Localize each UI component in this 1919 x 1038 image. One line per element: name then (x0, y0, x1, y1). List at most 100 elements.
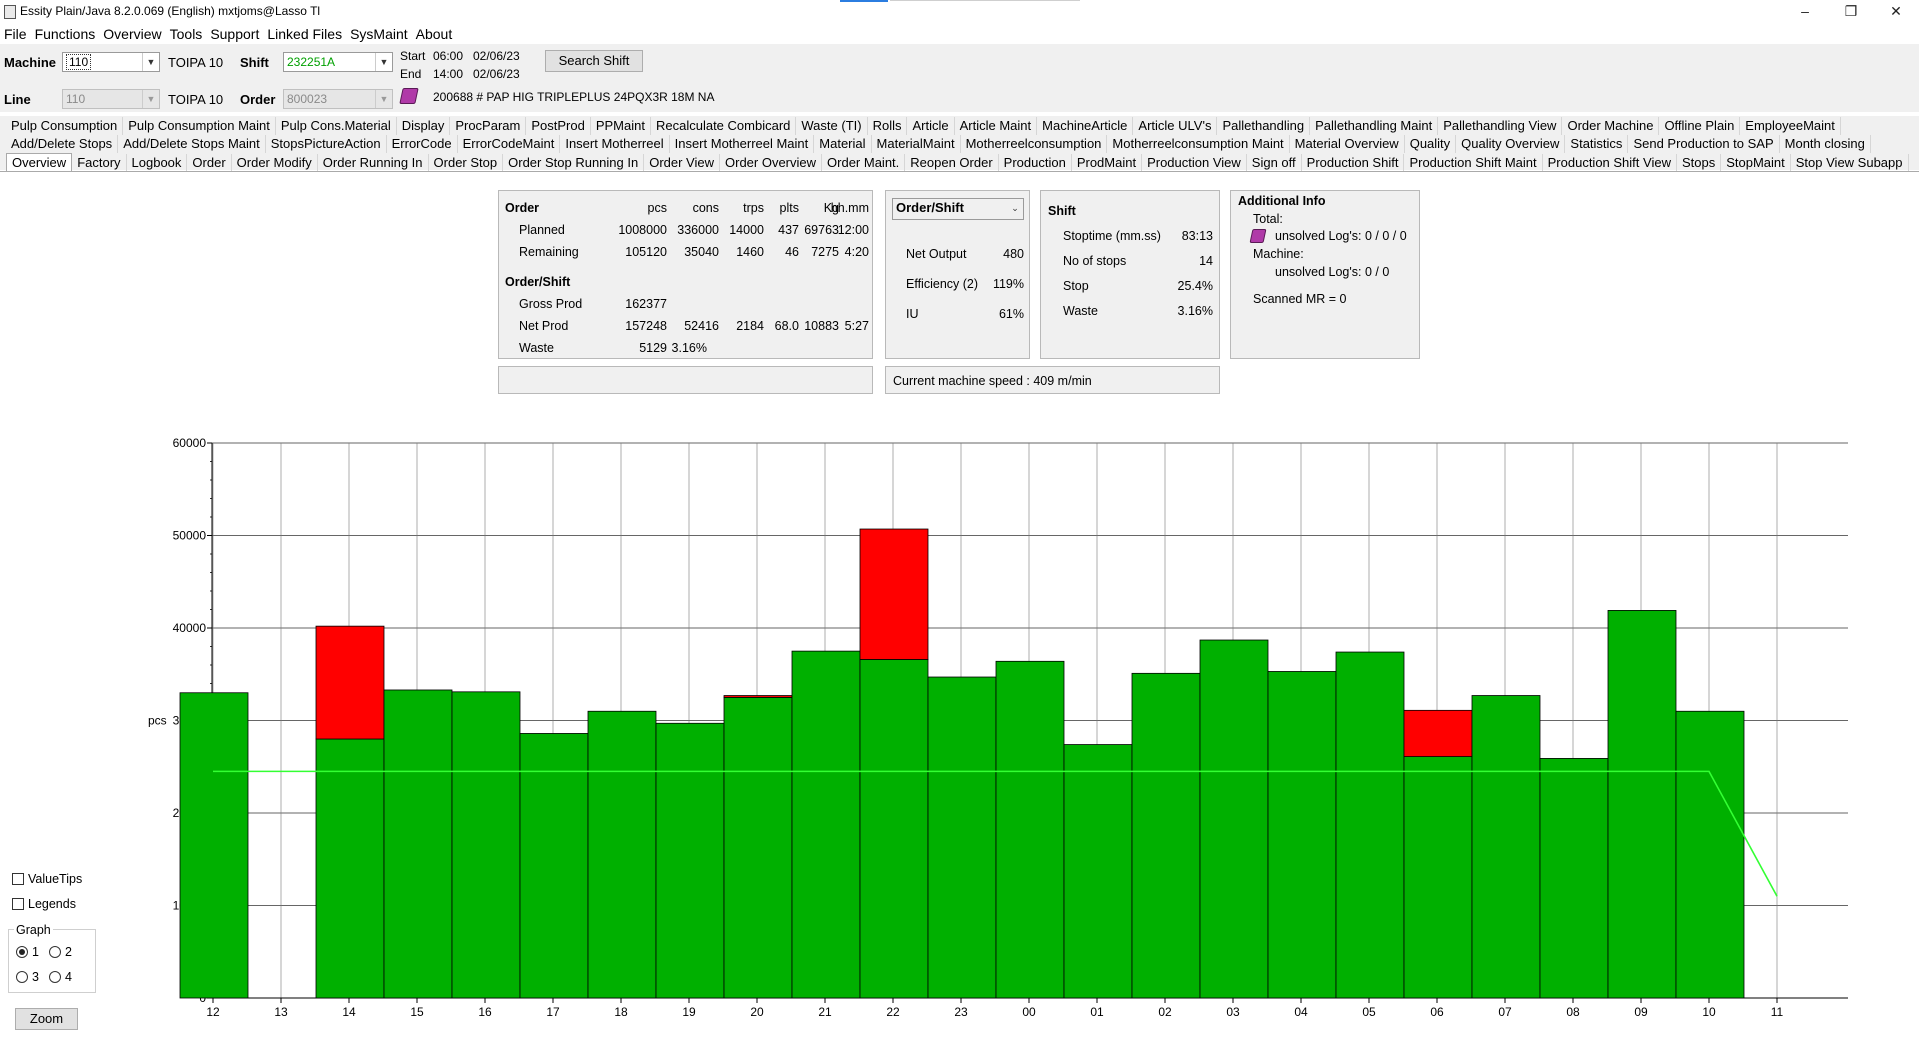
menu-about[interactable]: About (415, 26, 453, 42)
tab-errorcode[interactable]: ErrorCode (387, 135, 458, 153)
valuetips-checkbox[interactable] (12, 873, 24, 885)
order-message-box (498, 366, 873, 394)
tab-pulp-consumption-maint[interactable]: Pulp Consumption Maint (123, 117, 276, 135)
x-tick-label: 03 (1226, 1005, 1240, 1019)
tab-motherreelconsumption[interactable]: Motherreelconsumption (961, 135, 1108, 153)
tab-stops[interactable]: Stops (1677, 154, 1722, 172)
legends-checkbox[interactable] (12, 898, 24, 910)
tab-postprod[interactable]: PostProd (526, 117, 591, 135)
tab-add-delete-stops[interactable]: Add/Delete Stops (6, 135, 119, 153)
tab-production-view[interactable]: Production View (1142, 154, 1247, 172)
tab-send-production-to-sap[interactable]: Send Production to SAP (1628, 135, 1780, 153)
graph-radio-4[interactable] (49, 971, 61, 983)
graph-radio-1[interactable] (16, 946, 28, 958)
tab-pallethandling-view[interactable]: Pallethandling View (1438, 117, 1563, 135)
tab-materialmaint[interactable]: MaterialMaint (872, 135, 961, 153)
stop-label: Stop (1063, 279, 1089, 293)
tab-pulp-consumption[interactable]: Pulp Consumption (6, 117, 124, 135)
tab-production-shift-view[interactable]: Production Shift View (1543, 154, 1677, 172)
machine-select[interactable]: 110 ▼ (62, 52, 160, 72)
tab-overview[interactable]: Overview (6, 153, 73, 172)
end-time: 14:00 (433, 67, 464, 81)
tab-rolls[interactable]: Rolls (868, 117, 908, 135)
tab-order-stop-running-in[interactable]: Order Stop Running In (503, 154, 645, 172)
tab-production-shift[interactable]: Production Shift (1302, 154, 1405, 172)
graph-radio-2[interactable] (49, 946, 61, 958)
tab-row-2: Add/Delete Stops Add/Delete Stops Maint St… (6, 135, 1871, 153)
tab-statistics[interactable]: Statistics (1565, 135, 1629, 153)
order-select[interactable]: 800023 ▼ (283, 89, 393, 109)
menu-linked-files[interactable]: Linked Files (267, 26, 343, 42)
order-shift-panel: Order/Shift ⌄ Net Output 480 Efficiency … (885, 190, 1030, 359)
tab-order-view[interactable]: Order View (644, 154, 720, 172)
tab-quality-overview[interactable]: Quality Overview (1456, 135, 1566, 153)
tab-employeemaint[interactable]: EmployeeMaint (1740, 117, 1841, 135)
menu-support[interactable]: Support (210, 26, 260, 42)
tab-stopspictureaction[interactable]: StopsPictureAction (266, 135, 387, 153)
additional-info-title: Additional Info (1238, 194, 1326, 208)
tab-ppmaint[interactable]: PPMaint (591, 117, 651, 135)
tab-stop-view-subapp[interactable]: Stop View Subapp (1791, 154, 1909, 172)
x-tick-label: 00 (1022, 1005, 1036, 1019)
search-shift-button[interactable]: Search Shift (545, 50, 643, 72)
maximize-button[interactable]: ❐ (1844, 3, 1858, 19)
tab-waste-ti[interactable]: Waste (TI) (796, 117, 868, 135)
menu-sysmaint[interactable]: SysMaint (350, 26, 408, 42)
x-tick-label: 18 (614, 1005, 628, 1019)
graph-radio-3[interactable] (16, 971, 28, 983)
tab-article-maint[interactable]: Article Maint (955, 117, 1038, 135)
menu-file[interactable]: File (4, 26, 27, 42)
menu-tools[interactable]: Tools (169, 26, 203, 42)
graph-group (8, 929, 96, 993)
tab-offline-plain[interactable]: Offline Plain (1659, 117, 1741, 135)
log-book-icon[interactable] (1249, 229, 1267, 243)
tab-order-stop[interactable]: Order Stop (429, 154, 504, 172)
tab-order-running-in[interactable]: Order Running In (318, 154, 429, 172)
tab-article-ulv-s[interactable]: Article ULV's (1133, 117, 1218, 135)
menu-functions[interactable]: Functions (34, 26, 96, 42)
order-book-icon[interactable] (399, 88, 419, 104)
line-select[interactable]: 110 ▼ (62, 89, 160, 109)
tab-order-modify[interactable]: Order Modify (232, 154, 318, 172)
x-tick-label: 02 (1158, 1005, 1172, 1019)
tab-motherreelconsumption-maint[interactable]: Motherreelconsumption Maint (1107, 135, 1290, 153)
tab-errorcodemaint[interactable]: ErrorCodeMaint (458, 135, 561, 153)
tab-production[interactable]: Production (999, 154, 1072, 172)
tab-insert-motherreel[interactable]: Insert Motherreel (560, 135, 670, 153)
tab-pallethandling-maint[interactable]: Pallethandling Maint (1310, 117, 1439, 135)
col-header: hh.mm (830, 201, 869, 215)
tab-article[interactable]: Article (907, 117, 955, 135)
tab-order-overview[interactable]: Order Overview (720, 154, 823, 172)
bar-net-19 (655, 722, 725, 999)
tab-stopmaint[interactable]: StopMaint (1721, 154, 1791, 172)
tab-add-delete-stops-maint[interactable]: Add/Delete Stops Maint (118, 135, 266, 153)
order-shift-select[interactable]: Order/Shift ⌄ (892, 198, 1024, 220)
tab-order[interactable]: Order (187, 154, 232, 172)
tab-display[interactable]: Display (397, 117, 451, 135)
tab-prodmaint[interactable]: ProdMaint (1072, 154, 1143, 172)
minimize-button[interactable]: – (1801, 3, 1809, 19)
tab-machinearticle[interactable]: MachineArticle (1037, 117, 1134, 135)
tab-order-machine[interactable]: Order Machine (1562, 117, 1660, 135)
zoom-button[interactable]: Zoom (15, 1008, 78, 1030)
tab-recalculate-combicard[interactable]: Recalculate Combicard (651, 117, 797, 135)
tab-procparam[interactable]: ProcParam (450, 117, 527, 135)
tab-production-shift-maint[interactable]: Production Shift Maint (1404, 154, 1543, 172)
x-tick-label: 07 (1498, 1005, 1512, 1019)
menu-overview[interactable]: Overview (103, 26, 162, 42)
tab-material[interactable]: Material (814, 135, 872, 153)
tab-pulp-cons-material[interactable]: Pulp Cons.Material (276, 117, 397, 135)
close-button[interactable]: ✕ (1890, 3, 1902, 19)
tab-material-overview[interactable]: Material Overview (1290, 135, 1405, 153)
tab-pallethandling[interactable]: Pallethandling (1217, 117, 1311, 135)
tab-insert-motherreel-maint[interactable]: Insert Motherreel Maint (670, 135, 815, 153)
tab-sign-off[interactable]: Sign off (1247, 154, 1302, 172)
tab-logbook[interactable]: Logbook (127, 154, 188, 172)
tab-reopen-order[interactable]: Reopen Order (905, 154, 999, 172)
stoptime-label: Stoptime (mm.ss) (1063, 229, 1161, 243)
tab-quality[interactable]: Quality (1405, 135, 1457, 153)
tab-factory[interactable]: Factory (72, 154, 127, 172)
shift-select[interactable]: 232251A ▼ (283, 52, 393, 72)
tab-month-closing[interactable]: Month closing (1780, 135, 1871, 153)
tab-order-maint[interactable]: Order Maint. (822, 154, 906, 172)
